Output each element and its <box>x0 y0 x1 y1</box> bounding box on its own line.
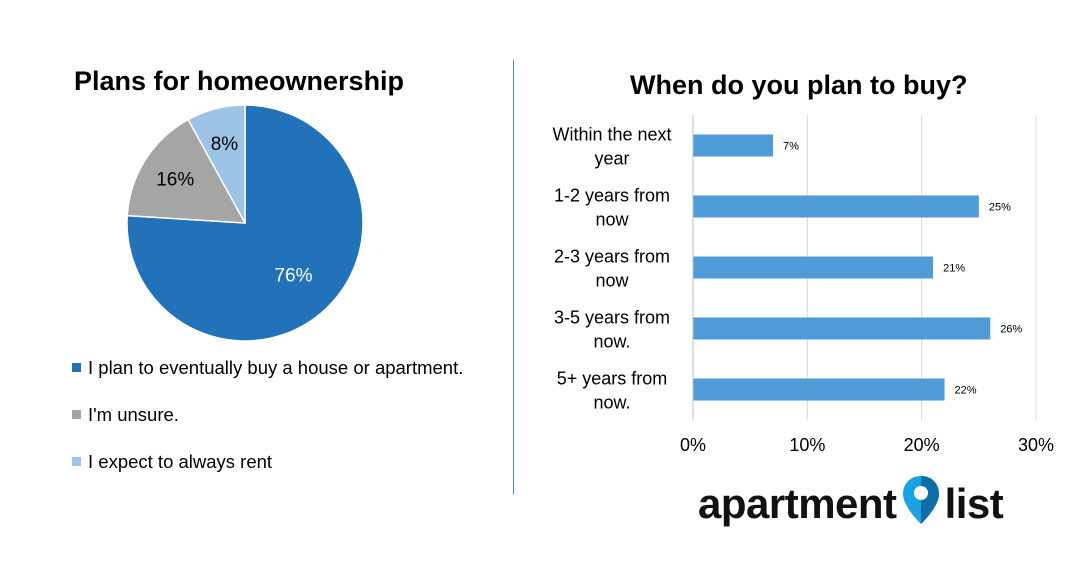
x-tick-label: 20% <box>904 435 940 455</box>
pie-chart-title: Plans for homeownership <box>74 66 405 96</box>
legend-item: I expect to always rent <box>72 449 463 496</box>
pie-slice-label: 76% <box>274 266 312 287</box>
pie-slice <box>126 118 247 224</box>
pie-chart: 76% 16% 8% <box>126 104 364 342</box>
category-label: 2-3 years from now <box>554 247 670 291</box>
x-tick-label: 30% <box>1018 435 1054 455</box>
pie-slice-label: 8% <box>211 134 239 155</box>
legend-label-unsure: I'm unsure. <box>88 404 179 425</box>
pie-legend: I plan to eventually buy a house or apar… <box>72 355 463 496</box>
section-divider <box>513 60 514 494</box>
bar-value-label: 22% <box>955 385 977 397</box>
legend-label-buy: I plan to eventually buy a house or apar… <box>88 357 464 378</box>
bar <box>693 378 945 401</box>
pie-slice <box>126 104 364 342</box>
category-label-line: 5+ years from <box>557 369 668 389</box>
pie-slice <box>187 104 246 224</box>
category-label: 5+ years from now. <box>557 369 668 413</box>
legend-label-rent: I expect to always rent <box>88 451 273 472</box>
bar <box>693 317 991 340</box>
category-label-line: 2-3 years from <box>554 247 670 267</box>
legend-item: I'm unsure. <box>72 402 463 449</box>
bar-value-label: 21% <box>943 263 965 275</box>
category-label-line: 1-2 years from <box>554 186 670 206</box>
pie-slice-label: 16% <box>156 170 194 191</box>
x-tick-label: 0% <box>680 435 706 455</box>
legend-swatch-rent <box>72 457 81 466</box>
category-label-line: now <box>595 271 629 291</box>
bar-value-label: 7% <box>783 141 799 153</box>
category-label: Within the next year <box>552 125 671 169</box>
category-label-line: 3-5 years from <box>554 308 670 328</box>
location-pin-icon <box>902 476 939 524</box>
category-label-line: now <box>595 210 629 230</box>
bar-value-label: 26% <box>1000 324 1022 336</box>
category-label: 3-5 years from now. <box>554 308 670 352</box>
logo-text-apartment: apartment <box>698 480 897 527</box>
legend-swatch-buy <box>72 363 81 372</box>
category-label: 1-2 years from now <box>554 186 670 230</box>
category-label-line: year <box>594 149 629 169</box>
legend-swatch-unsure <box>72 410 81 419</box>
category-label-line: now. <box>593 332 630 352</box>
x-tick-label: 10% <box>789 435 825 455</box>
logo-text-list: list <box>944 480 1004 527</box>
bar-chart-title: When do you plan to buy? <box>630 70 968 100</box>
bar-value-label: 25% <box>989 202 1011 214</box>
bar <box>693 134 774 157</box>
legend-item: I plan to eventually buy a house or apar… <box>72 355 463 402</box>
bar <box>693 195 979 218</box>
category-label-line: Within the next <box>552 125 671 145</box>
apartment-list-logo: apartment list <box>698 474 1004 528</box>
bar <box>693 256 934 279</box>
category-label-line: now. <box>593 393 630 413</box>
